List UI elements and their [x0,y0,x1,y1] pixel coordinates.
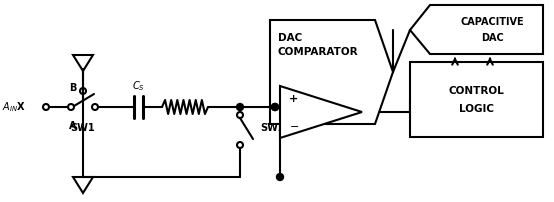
Text: +: + [289,94,298,104]
Text: $C_S$: $C_S$ [131,79,145,93]
Circle shape [271,103,279,110]
Text: DAC: DAC [481,33,504,43]
Text: $-$: $-$ [289,120,299,130]
Circle shape [276,174,284,181]
Text: A: A [69,121,77,131]
Text: SW1: SW1 [71,123,95,133]
Bar [410,62,543,137]
Circle shape [271,103,279,110]
Text: LOGIC: LOGIC [459,104,494,114]
Text: DAC: DAC [278,33,302,43]
Polygon shape [270,20,393,124]
Text: COMPARATOR: COMPARATOR [278,47,358,57]
Circle shape [237,103,244,110]
Text: CAPACITIVE: CAPACITIVE [460,17,524,27]
Text: $A_{IN}$X: $A_{IN}$X [2,100,26,114]
Text: CONTROL: CONTROL [448,86,504,96]
Polygon shape [280,86,362,138]
Polygon shape [410,5,543,54]
Text: SW2: SW2 [260,123,285,133]
Text: B: B [69,83,76,93]
